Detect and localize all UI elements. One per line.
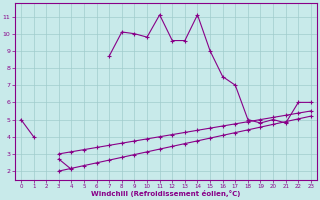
X-axis label: Windchill (Refroidissement éolien,°C): Windchill (Refroidissement éolien,°C) bbox=[91, 190, 241, 197]
